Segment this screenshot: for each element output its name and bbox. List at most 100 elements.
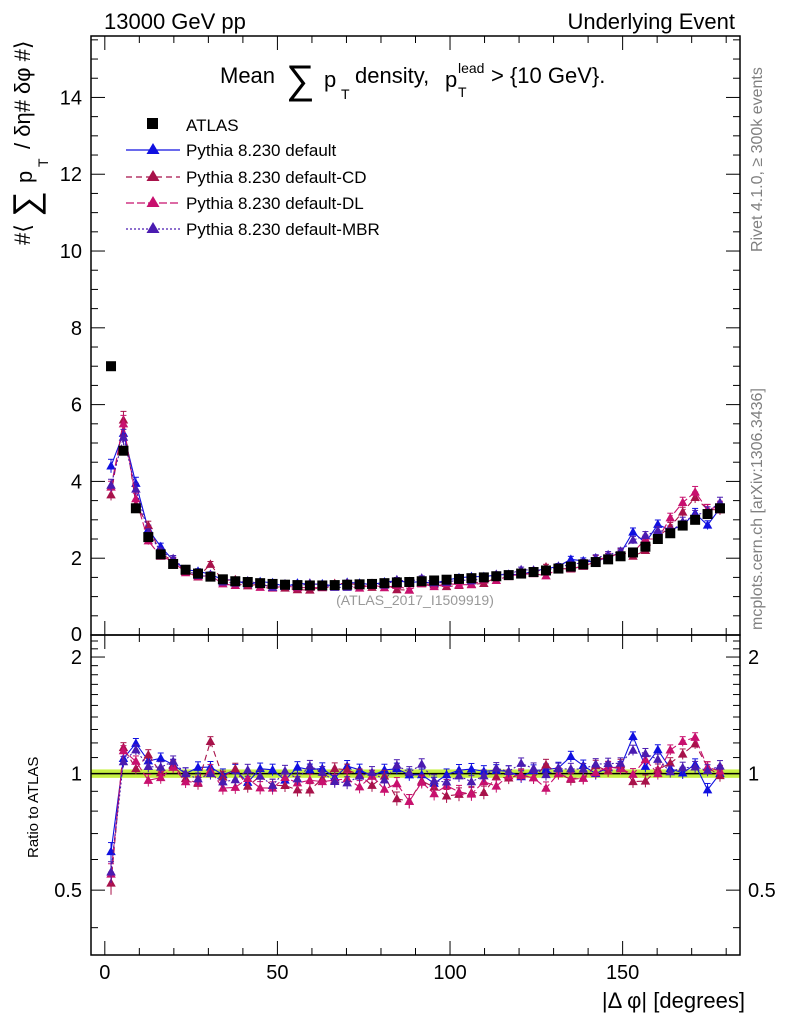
- legend-label-mbr: Pythia 8.230 default-MBR: [186, 220, 380, 239]
- data-point: [653, 525, 663, 535]
- ratio-point: [653, 754, 663, 763]
- main-ytick-label: 14: [60, 87, 82, 109]
- ratio-point: [230, 774, 241, 784]
- ratio-point: [677, 749, 688, 758]
- ratio-point: [553, 763, 564, 773]
- data-point-atlas: [193, 568, 204, 579]
- data-point-atlas: [640, 541, 651, 552]
- data-point-atlas: [329, 580, 340, 591]
- ratio-point: [143, 775, 154, 784]
- ratio-point: [578, 764, 589, 773]
- ratio-point: [416, 759, 427, 768]
- ratio-point: [640, 748, 651, 758]
- legend-marker-cd: [146, 170, 160, 181]
- ratio-point: [653, 768, 663, 778]
- ratio-point: [317, 767, 328, 776]
- data-point-atlas: [453, 573, 464, 584]
- ratio-point: [677, 736, 688, 745]
- main-ytick-label: 4: [71, 471, 82, 493]
- title-p2: p: [445, 67, 457, 92]
- legend-entry-mbr: Pythia 8.230 default-MBR: [126, 220, 380, 239]
- ratio-point: [441, 791, 452, 800]
- legend: ATLAS Pythia 8.230 default Pythia 8.230 …: [126, 116, 380, 239]
- ratio-point: [131, 756, 141, 765]
- series-line: [110, 419, 720, 591]
- ratio-point: [653, 744, 663, 754]
- xtick-label: 0: [99, 962, 110, 984]
- main-ytick-labels: 2 4 6 8 10 12 14: [60, 87, 82, 570]
- legend-marker-mbr: [146, 222, 160, 233]
- data-point-atlas: [491, 571, 502, 582]
- data-point-atlas: [106, 361, 117, 372]
- ratio-point: [280, 766, 290, 775]
- ratio-ylabel: Ratio to ATLAS: [25, 757, 42, 858]
- title-sub-t: T: [341, 86, 350, 102]
- title-mean: Mean: [220, 63, 275, 88]
- ratio-point: [690, 738, 700, 748]
- ratio-point: [404, 796, 415, 805]
- ratio-point: [466, 789, 477, 798]
- data-point-atlas: [155, 549, 166, 560]
- data-point-atlas: [354, 579, 365, 590]
- ratio-point: [429, 775, 439, 785]
- ratio-point: [131, 744, 141, 754]
- ratio-point: [155, 753, 166, 762]
- data-point-atlas: [255, 578, 266, 589]
- ratio-point: [491, 781, 502, 790]
- legend-entry-atlas: ATLAS: [147, 116, 239, 135]
- ratio-point: [242, 781, 253, 790]
- data-point: [628, 535, 638, 544]
- ratio-point: [628, 745, 638, 754]
- data-point: [653, 519, 663, 528]
- ratio-panel: 0.5 0.5 1 1 2 2 0 50 100 150 Ratio to ATLAS |Δ φ|…: [25, 635, 776, 1013]
- main-ylabel: #⟨ ∑ p T / δη# δφ #⟩: [5, 41, 51, 246]
- ratio-frame: [90, 634, 741, 956]
- data-point: [640, 530, 651, 540]
- ratio-point: [305, 785, 315, 794]
- ratio-point: [665, 744, 676, 754]
- ratio-point: [516, 758, 526, 767]
- data-point-atlas: [367, 578, 378, 589]
- data-point-atlas: [714, 503, 725, 514]
- ratio-point: [590, 767, 601, 777]
- ratio-point: [454, 770, 464, 780]
- data-point-atlas: [230, 576, 241, 587]
- ratio-point: [429, 788, 439, 798]
- legend-marker-default: [146, 143, 160, 154]
- ratio-ytick-label-right: 2: [748, 647, 759, 669]
- main-ytick-label: 12: [60, 164, 82, 186]
- ratio-point: [590, 759, 601, 768]
- ratio-point: [106, 866, 116, 876]
- ratio-point: [280, 780, 290, 790]
- ratio-point: [143, 761, 154, 770]
- ratio-point: [305, 760, 315, 770]
- legend-entry-dl: Pythia 8.230 default-DL: [126, 194, 364, 213]
- ratio-point: [379, 764, 390, 774]
- main-ytick-label-partial: 0: [71, 624, 82, 646]
- ylabel-open: #⟨: [10, 224, 35, 245]
- series-pythia-8-230-default-mbr: [106, 428, 725, 591]
- main-ticks: [91, 36, 740, 635]
- header-right: Underlying Event: [567, 9, 735, 34]
- ratio-point: [155, 772, 166, 782]
- legend-marker-atlas: [147, 118, 158, 129]
- ratio-point: [503, 766, 514, 775]
- watermark: (ATLAS_2017_I1509919): [336, 592, 494, 608]
- ratio-point: [292, 762, 303, 771]
- ratio-series-pythia-8-230-default-dl: [106, 732, 725, 886]
- ratio-point: [267, 780, 278, 789]
- data-point-atlas: [130, 503, 141, 514]
- title-density: density,: [355, 63, 429, 88]
- ratio-point: [466, 776, 477, 786]
- ratio-point: [491, 763, 502, 772]
- ratio-ytick-label-right: 0.5: [748, 880, 776, 902]
- ratio-point: [690, 761, 700, 771]
- ratio-point: [566, 773, 576, 782]
- data-point-atlas: [342, 579, 353, 590]
- data-point-atlas: [503, 570, 514, 581]
- ratio-tick-labels: 0.5 0.5 1 1 2 2 0 50 100 150: [54, 647, 776, 984]
- data-point-atlas: [292, 580, 303, 591]
- ratio-point: [479, 770, 489, 780]
- ylabel-sub-t: T: [35, 158, 51, 167]
- ratio-point: [267, 764, 278, 774]
